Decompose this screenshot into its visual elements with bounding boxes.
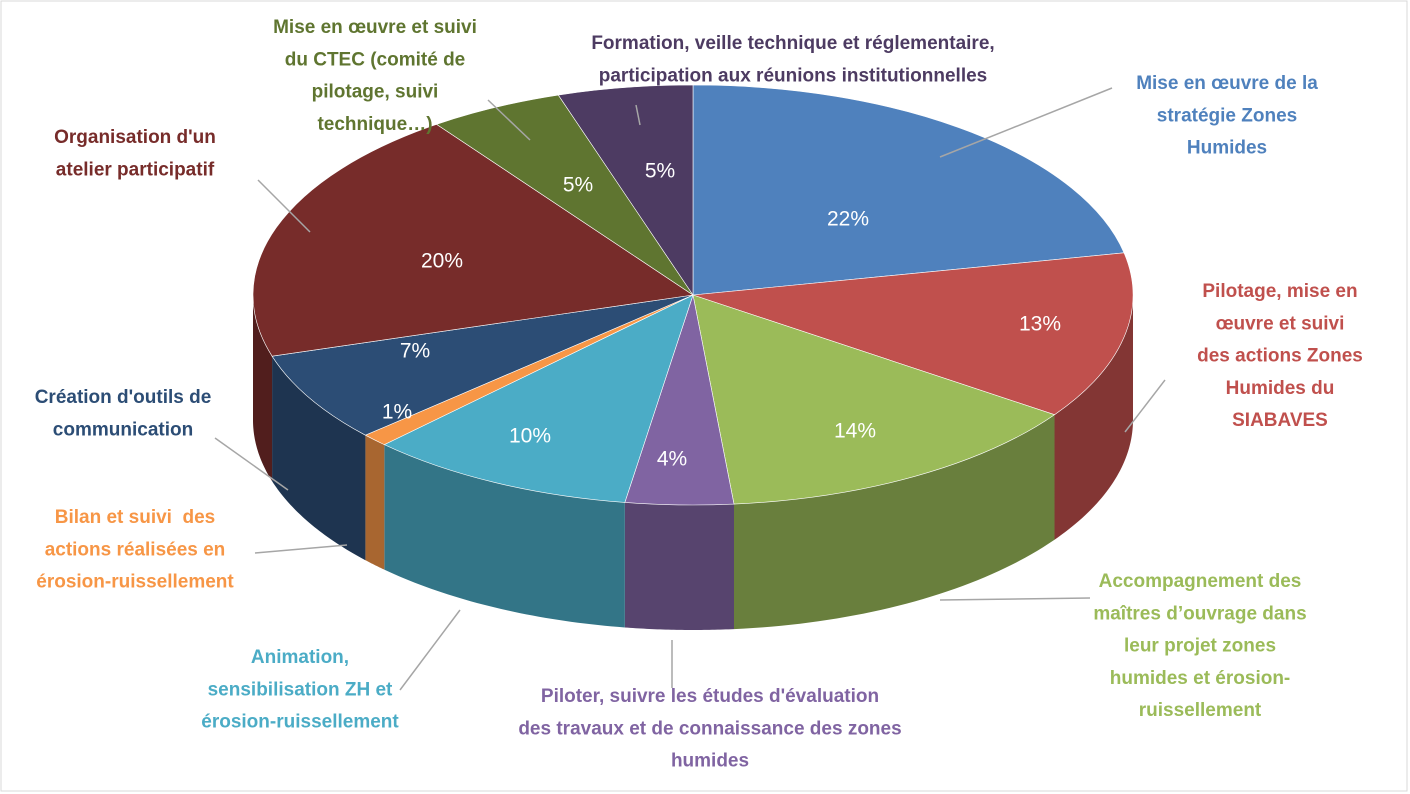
leader-line: [399, 609, 461, 691]
category-label: érosion-ruissellement: [36, 572, 234, 593]
slice-side: [253, 295, 273, 482]
category-label: humides et érosion-: [1110, 668, 1291, 689]
data-label: 22%: [827, 208, 869, 231]
data-label: 20%: [421, 250, 463, 273]
category-label: sensibilisation ZH et: [208, 679, 393, 700]
category-label: des actions Zones: [1197, 346, 1363, 367]
category-label: stratégie Zones: [1157, 105, 1297, 126]
leader-line: [939, 597, 1091, 601]
slice-side: [733, 414, 1055, 630]
category-label: Humides: [1187, 138, 1267, 159]
category-label: Création d'outils de: [35, 387, 212, 408]
data-label: 4%: [657, 448, 687, 471]
category-label: communication: [53, 419, 193, 440]
category-label: Bilan et suivi des: [55, 507, 216, 528]
slice-side: [384, 444, 625, 628]
slice: [692, 252, 1134, 416]
data-label: 14%: [834, 420, 876, 443]
leader-line: [214, 437, 289, 491]
category-label: Humides du: [1226, 378, 1335, 399]
category-label: Formation, veille technique et réglement…: [591, 33, 994, 54]
category-label: Mise en œuvre de la: [1136, 73, 1318, 94]
slice: [692, 294, 1056, 505]
category-label: des travaux et de connaissance des zones: [518, 718, 901, 739]
category-label: participation aux réunions institutionne…: [599, 65, 988, 86]
data-label: 13%: [1019, 313, 1061, 336]
category-label: Animation,: [251, 647, 349, 668]
slice-side: [272, 356, 366, 561]
slice: [271, 294, 694, 436]
category-label: Pilotage, mise en: [1202, 281, 1357, 302]
slice: [383, 294, 694, 503]
category-label: Piloter, suivre les études d'évaluation: [541, 686, 879, 707]
category-label: maîtres d’ouvrage dans: [1093, 603, 1306, 624]
leader-line: [487, 99, 531, 141]
leader-line: [254, 544, 348, 554]
slice-side: [1054, 295, 1133, 540]
data-label: 10%: [509, 425, 551, 448]
category-label: érosion-ruissellement: [201, 712, 399, 733]
leader-line: [257, 179, 311, 233]
category-label: pilotage, suivi: [312, 82, 439, 103]
slice: [557, 84, 694, 296]
slice: [692, 84, 1125, 296]
leader-line: [1124, 379, 1166, 433]
category-label: Organisation d'un: [54, 127, 216, 148]
category-label: leur projet zones: [1124, 636, 1276, 657]
category-label: technique…): [317, 114, 432, 135]
category-label: œuvre et suivi: [1216, 313, 1345, 334]
category-label: Accompagnement des: [1099, 571, 1302, 592]
category-label: actions réalisées en: [45, 539, 226, 560]
category-label: Mise en œuvre et suivi: [273, 17, 477, 38]
slice-side: [624, 502, 734, 630]
category-label: SIABAVES: [1232, 410, 1328, 431]
category-label: ruissellement: [1139, 700, 1262, 721]
leader-line: [939, 87, 1113, 158]
data-label: 7%: [400, 340, 430, 363]
slice: [252, 124, 694, 357]
data-label: 5%: [563, 174, 593, 197]
data-label: 1%: [382, 401, 412, 424]
category-label: humides: [671, 751, 749, 772]
slice-side: [365, 435, 385, 570]
category-label: atelier participatif: [56, 159, 215, 180]
category-label: du CTEC (comité de: [285, 49, 466, 70]
data-label: 5%: [645, 160, 675, 183]
leader-line: [635, 104, 641, 126]
